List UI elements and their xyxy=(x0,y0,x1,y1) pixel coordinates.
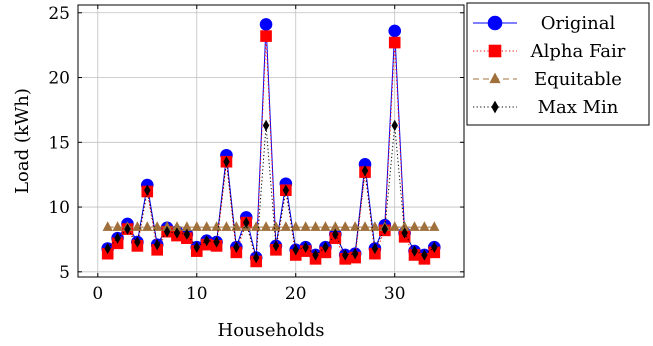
legend-label: Alpha Fair xyxy=(530,41,626,62)
data-point xyxy=(102,221,113,231)
data-point xyxy=(312,249,319,261)
data-point xyxy=(262,119,270,132)
data-point xyxy=(112,221,123,231)
data-point xyxy=(152,221,163,231)
series-line xyxy=(107,36,435,262)
y-tick-label: 10 xyxy=(48,198,70,218)
data-point xyxy=(361,165,369,177)
y-tick-label: 25 xyxy=(48,4,70,24)
data-point xyxy=(203,235,210,247)
data-point xyxy=(391,119,398,132)
data-point xyxy=(280,221,291,231)
data-point xyxy=(332,228,339,240)
data-point xyxy=(124,223,131,235)
series-line xyxy=(107,125,435,258)
data-point xyxy=(429,221,440,231)
data-point xyxy=(211,221,222,231)
data-point xyxy=(292,244,299,256)
data-point xyxy=(300,221,311,231)
data-point xyxy=(259,18,273,31)
data-point xyxy=(221,221,232,231)
axes: 0 10 20 30 5 10 15 20 25 xyxy=(48,4,464,304)
data-point xyxy=(260,221,272,231)
legend-item: Alpha Fair xyxy=(473,41,626,62)
data-point xyxy=(191,221,202,231)
y-tick-label: 15 xyxy=(48,133,70,153)
data-point xyxy=(322,241,329,253)
data-point xyxy=(371,242,379,255)
data-point xyxy=(411,245,418,257)
x-tick-label: 20 xyxy=(285,284,307,304)
data-point xyxy=(134,236,141,248)
grid xyxy=(78,5,464,277)
data-point xyxy=(282,184,290,196)
legend-item: Max Min xyxy=(473,97,619,118)
data-point xyxy=(153,238,161,251)
data-point xyxy=(388,24,402,38)
data-point xyxy=(114,232,121,244)
data-point xyxy=(201,221,212,231)
data-point xyxy=(369,221,381,231)
data-point xyxy=(351,248,359,260)
legend-label: Equitable xyxy=(534,69,622,90)
data-point xyxy=(431,241,438,253)
data-point xyxy=(421,249,428,261)
legend-item: Equitable xyxy=(473,69,622,90)
data-point xyxy=(104,242,111,255)
legend: Original Alpha Fair Equitable Max Min xyxy=(466,2,650,126)
data-point xyxy=(233,241,240,253)
data-point xyxy=(144,184,151,196)
data-point xyxy=(252,251,260,264)
y-tick-label: 20 xyxy=(48,69,70,89)
data-point xyxy=(142,221,153,231)
data-point xyxy=(163,226,171,238)
data-point xyxy=(223,156,230,168)
data-point xyxy=(183,228,191,240)
data-point xyxy=(409,221,420,231)
data-point xyxy=(310,221,321,231)
data-point xyxy=(320,221,331,231)
plot-frame xyxy=(77,4,465,278)
data-point xyxy=(251,221,262,231)
data-point xyxy=(290,221,301,231)
legend-marker xyxy=(491,100,499,114)
legend-label: Original xyxy=(541,13,616,34)
data-point xyxy=(381,223,389,235)
x-tick-label: 0 xyxy=(92,284,103,304)
legend-marker xyxy=(489,72,501,84)
data-point xyxy=(302,241,309,253)
data-point xyxy=(272,240,280,252)
legend-item: Original xyxy=(473,13,615,34)
data-point xyxy=(342,249,349,261)
series-layer xyxy=(101,18,441,268)
x-tick-label: 30 xyxy=(384,284,406,304)
legend-label: Max Min xyxy=(538,97,619,118)
data-point xyxy=(419,221,430,231)
data-point xyxy=(243,216,250,229)
legend-marker xyxy=(488,44,502,58)
legend-marker xyxy=(487,15,503,31)
x-tick-label: 10 xyxy=(186,284,208,304)
data-point xyxy=(173,227,181,239)
y-axis-title: Load (kWh) xyxy=(12,88,33,194)
data-point xyxy=(213,236,220,248)
y-tick-label: 5 xyxy=(59,263,70,283)
data-point xyxy=(388,36,401,49)
data-point xyxy=(340,221,351,231)
data-point xyxy=(401,227,408,239)
data-point xyxy=(350,221,361,231)
data-point xyxy=(260,30,272,42)
series-max-min xyxy=(104,119,438,264)
data-point xyxy=(193,241,200,253)
data-point xyxy=(359,221,371,231)
x-axis-title: Households xyxy=(218,320,325,341)
data-point xyxy=(389,221,400,231)
data-point xyxy=(270,221,282,231)
